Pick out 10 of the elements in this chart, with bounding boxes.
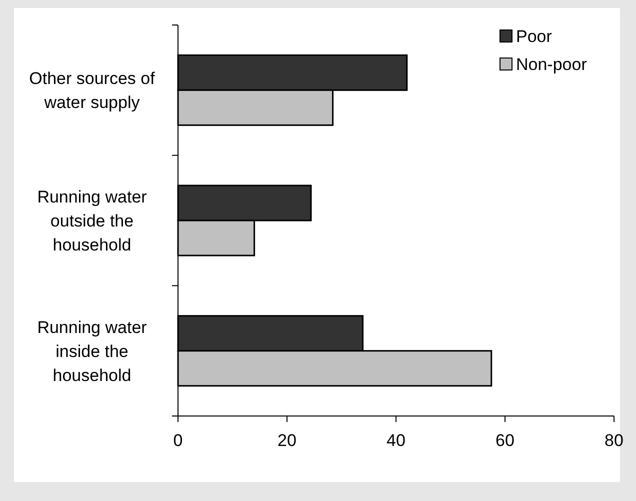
x-tick-label: 80 (604, 431, 624, 450)
x-tick-label: 60 (496, 431, 514, 450)
y-tick-label: Other sources of water supply (29, 69, 156, 112)
x-tick-label: 40 (386, 431, 406, 450)
x-tick-label: 0 (173, 431, 183, 450)
x-tick-label: 20 (278, 431, 296, 450)
legend-label: Poor (516, 27, 552, 46)
legend-label: Non-poor (516, 55, 588, 74)
y-tick-label: Running water inside the household (37, 318, 148, 385)
y-tick-label: Running water outside the household (37, 188, 148, 254)
